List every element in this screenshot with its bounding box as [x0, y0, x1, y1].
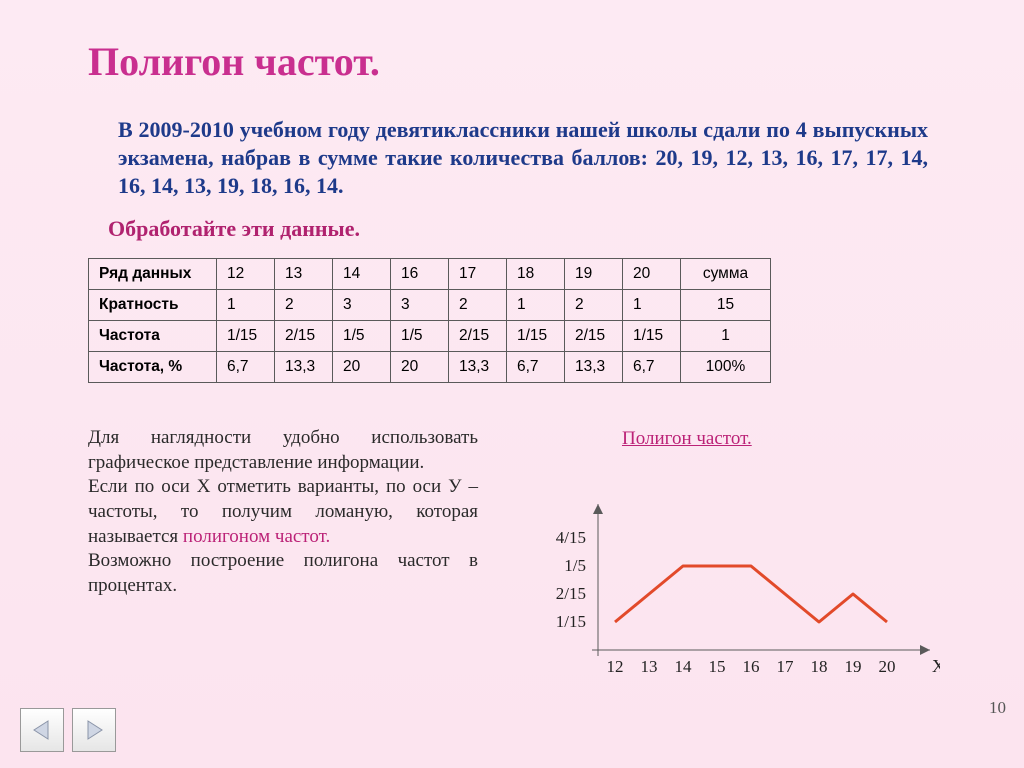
row-label: Частота, % [89, 352, 217, 383]
svg-text:2/15: 2/15 [556, 584, 586, 603]
svg-text:4/15: 4/15 [556, 528, 586, 547]
svg-text:20: 20 [879, 657, 896, 676]
table-row: Кратность 1 2 3 3 2 1 2 1 15 [89, 290, 771, 321]
svg-text:18: 18 [811, 657, 828, 676]
row-label: Ряд данных [89, 259, 217, 290]
page-title: Полигон частот. [88, 38, 380, 85]
highlight-term: полигоном частот. [183, 526, 330, 547]
intro-text: В 2009-2010 учебном году девятиклассники… [118, 116, 928, 200]
page-number: 10 [989, 698, 1006, 718]
table-row: Частота 1/15 2/15 1/5 1/5 2/15 1/15 2/15… [89, 321, 771, 352]
triangle-left-icon [30, 718, 54, 742]
next-button[interactable] [72, 708, 116, 752]
svg-text:14: 14 [675, 657, 693, 676]
table-row: Ряд данных 12 13 14 16 17 18 19 20 сумма [89, 259, 771, 290]
prev-button[interactable] [20, 708, 64, 752]
svg-text:15: 15 [709, 657, 726, 676]
svg-text:13: 13 [641, 657, 658, 676]
svg-text:12: 12 [607, 657, 624, 676]
frequency-polygon-chart: 1/15 2/15 1/5 4/15 12 13 14 15 16 17 18 19 20 Х [510, 480, 940, 710]
svg-text:Х: Х [932, 656, 940, 676]
row-label: Частота [89, 321, 217, 352]
chart-title: Полигон частот. [622, 428, 752, 450]
svg-text:19: 19 [845, 657, 862, 676]
svg-text:1/5: 1/5 [564, 556, 586, 575]
row-label: Кратность [89, 290, 217, 321]
svg-text:16: 16 [743, 657, 760, 676]
subtitle-text: Обработайте эти данные. [108, 216, 360, 242]
svg-text:17: 17 [777, 657, 795, 676]
frequency-table: Ряд данных 12 13 14 16 17 18 19 20 сумма… [88, 258, 771, 383]
triangle-right-icon [82, 718, 106, 742]
explanation-text: Для наглядности удобно использовать граф… [88, 426, 478, 599]
svg-text:1/15: 1/15 [556, 612, 586, 631]
table-row: Частота, % 6,7 13,3 20 20 13,3 6,7 13,3 … [89, 352, 771, 383]
